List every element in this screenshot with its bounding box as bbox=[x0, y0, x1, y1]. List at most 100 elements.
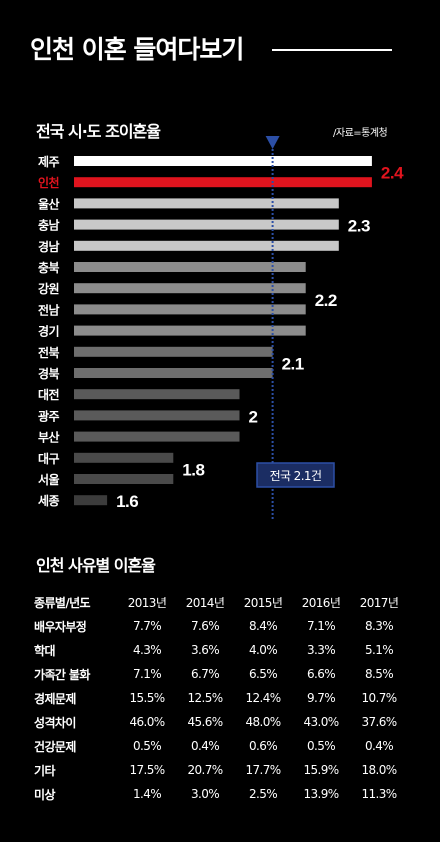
table-cell: 17.5% bbox=[129, 763, 165, 777]
category-label: 대전 bbox=[38, 387, 60, 402]
category-label: 충남 bbox=[38, 218, 60, 233]
category-label: 경기 bbox=[38, 324, 59, 339]
column-header: 2014년 bbox=[185, 595, 225, 610]
table-cell: 3.6% bbox=[190, 643, 220, 657]
bar bbox=[74, 304, 306, 315]
table-cell: 12.4% bbox=[245, 691, 281, 705]
table-title: 인천 사유별 이혼율 bbox=[36, 556, 156, 575]
table-cell: 1.4% bbox=[132, 787, 162, 801]
table-row: 건강문제 0.5% 0.4% 0.6% 0.5% 0.4% bbox=[34, 734, 408, 758]
table-cell: 3.0% bbox=[190, 787, 220, 801]
row-label: 학대 bbox=[34, 643, 55, 658]
table-cell: 4.0% bbox=[248, 643, 278, 657]
table-header-row: 종류별/년도 2013년 2014년 2015년 2016년 2017년 bbox=[34, 590, 408, 614]
table-cell: 9.7% bbox=[306, 691, 336, 705]
bar bbox=[74, 219, 339, 230]
row-label: 건강문제 bbox=[34, 739, 76, 754]
value-label: 2.2 bbox=[315, 291, 337, 310]
table-cell: 0.5% bbox=[306, 739, 336, 753]
chart-title: 전국 시·도 조이혼율 bbox=[36, 122, 161, 141]
table-cell: 7.7% bbox=[132, 619, 162, 633]
table-cell: 8.3% bbox=[364, 619, 394, 633]
table-cell: 6.5% bbox=[248, 667, 278, 681]
table-cell: 0.6% bbox=[248, 739, 278, 753]
row-label: 경제문제 bbox=[34, 691, 76, 706]
bar bbox=[74, 325, 306, 336]
category-label: 전남 bbox=[38, 302, 60, 317]
category-label: 경남 bbox=[38, 239, 60, 254]
value-label: 2.3 bbox=[348, 217, 370, 236]
bar bbox=[74, 262, 306, 272]
divorce-reason-table: 종류별/년도 2013년 2014년 2015년 2016년 2017년 배우자… bbox=[34, 590, 408, 806]
bar bbox=[74, 240, 339, 251]
reference-badge bbox=[256, 462, 335, 488]
column-header: 2015년 bbox=[243, 595, 283, 610]
table-row: 성격차이 46.0% 45.6% 48.0% 43.0% 37.6% bbox=[34, 710, 408, 734]
row-label: 가족간 불화 bbox=[34, 667, 90, 682]
value-label: 2 bbox=[249, 407, 258, 426]
bar bbox=[74, 283, 306, 294]
column-header: 2017년 bbox=[359, 595, 399, 610]
row-label: 미상 bbox=[34, 787, 55, 802]
table-cell: 45.6% bbox=[187, 715, 223, 729]
category-label: 세종 bbox=[38, 493, 60, 508]
value-label: 1.8 bbox=[182, 460, 204, 479]
title-rule bbox=[272, 49, 392, 51]
category-label: 울산 bbox=[38, 196, 60, 211]
table-cell: 43.0% bbox=[303, 715, 339, 729]
column-header: 2013년 bbox=[127, 595, 167, 610]
table-row: 가족간 불화 7.1% 6.7% 6.5% 6.6% 8.5% bbox=[34, 662, 408, 686]
table-cell: 15.5% bbox=[129, 691, 165, 705]
bar bbox=[74, 156, 372, 166]
table-row: 학대 4.3% 3.6% 4.0% 3.3% 5.1% bbox=[34, 638, 408, 662]
table-cell: 7.1% bbox=[132, 667, 162, 681]
table-cell: 13.9% bbox=[303, 787, 339, 801]
table-row: 기타 17.5% 20.7% 17.7% 15.9% 18.0% bbox=[34, 758, 408, 782]
reference-marker bbox=[265, 136, 280, 149]
column-header: 2016년 bbox=[301, 595, 341, 610]
bar bbox=[74, 389, 240, 400]
table-cell: 0.5% bbox=[132, 739, 162, 753]
bar bbox=[74, 452, 174, 463]
bar bbox=[74, 346, 273, 357]
table-cell: 48.0% bbox=[245, 715, 281, 729]
table-cell: 18.0% bbox=[361, 763, 397, 777]
table-row: 경제문제 15.5% 12.5% 12.4% 9.7% 10.7% bbox=[34, 686, 408, 710]
category-label: 서울 bbox=[38, 472, 60, 487]
table-row: 배우자부정 7.7% 7.6% 8.4% 7.1% 8.3% bbox=[34, 614, 408, 638]
category-label: 광주 bbox=[38, 408, 60, 423]
table-cell: 6.6% bbox=[306, 667, 336, 681]
table-cell: 12.5% bbox=[187, 691, 223, 705]
category-label: 인천 bbox=[38, 175, 60, 190]
table-cell: 46.0% bbox=[129, 715, 165, 729]
category-label: 부산 bbox=[38, 430, 60, 445]
table-cell: 10.7% bbox=[361, 691, 397, 705]
table-cell: 5.1% bbox=[364, 643, 394, 657]
bar bbox=[74, 368, 273, 378]
table-cell: 37.6% bbox=[361, 715, 397, 729]
table-cell: 0.4% bbox=[364, 739, 394, 753]
row-label: 배우자부정 bbox=[34, 619, 87, 634]
table-cell: 3.3% bbox=[306, 643, 336, 657]
category-label: 강원 bbox=[38, 282, 59, 296]
table-cell: 0.4% bbox=[190, 739, 220, 753]
row-label: 성격차이 bbox=[34, 715, 76, 730]
table-cell: 8.5% bbox=[364, 667, 394, 681]
table-row: 미상 1.4% 3.0% 2.5% 13.9% 11.3% bbox=[34, 782, 408, 806]
value-label: 1.6 bbox=[116, 492, 138, 511]
row-label: 기타 bbox=[34, 763, 55, 778]
bar bbox=[74, 410, 240, 421]
bar bbox=[74, 474, 174, 484]
table-cell: 8.4% bbox=[248, 619, 278, 633]
table-cell: 7.6% bbox=[190, 619, 220, 633]
table-cell: 4.3% bbox=[132, 643, 162, 657]
table-cell: 20.7% bbox=[187, 763, 223, 777]
table-cell: 15.9% bbox=[303, 763, 339, 777]
bar bbox=[74, 198, 339, 209]
category-label: 제주 bbox=[38, 155, 60, 169]
value-label: 2.1 bbox=[282, 354, 304, 373]
table-cell: 11.3% bbox=[361, 787, 397, 801]
column-header: 종류별/년도 bbox=[34, 595, 91, 610]
